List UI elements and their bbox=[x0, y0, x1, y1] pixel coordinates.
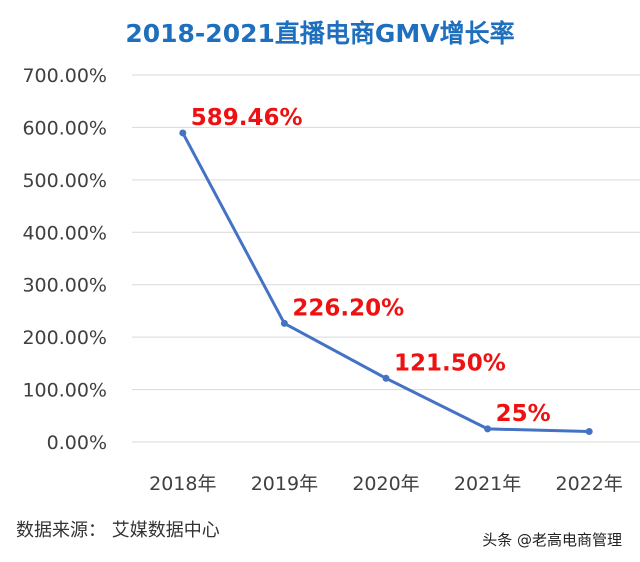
y-tick-label: 700.00% bbox=[22, 65, 107, 87]
data-point bbox=[179, 129, 187, 137]
data-label: 25% bbox=[496, 401, 551, 427]
y-axis: 0.00% 100.00% 200.00% 300.00% 400.00% 500.00%… bbox=[22, 65, 107, 454]
y-tick-label: 300.00% bbox=[22, 275, 107, 297]
y-tick-label: 600.00% bbox=[22, 117, 107, 139]
y-tick-label: 100.00% bbox=[22, 380, 107, 402]
grid-lines bbox=[132, 74, 640, 443]
x-tick-label: 2019年 bbox=[251, 473, 318, 495]
y-tick-label: 200.00% bbox=[22, 327, 107, 349]
x-tick-label: 2018年 bbox=[149, 473, 216, 495]
source-note: 数据来源： 艾媒数据中心 bbox=[16, 520, 220, 541]
y-tick-label: 400.00% bbox=[22, 222, 107, 244]
data-point bbox=[585, 428, 593, 436]
data-point bbox=[280, 319, 288, 327]
x-tick-label: 2021年 bbox=[454, 473, 521, 495]
x-axis: 2018年 2019年 2020年 2021年 2022年 bbox=[149, 473, 623, 495]
data-label: 226.20% bbox=[292, 295, 404, 321]
data-point bbox=[484, 425, 492, 433]
series-line bbox=[181, 131, 591, 434]
chart-title: 2018-2021直播电商GMV增长率 bbox=[125, 19, 514, 48]
y-tick-label: 500.00% bbox=[22, 170, 107, 192]
data-point bbox=[382, 374, 390, 382]
y-tick-label: 0.00% bbox=[47, 432, 107, 454]
data-labels: 589.46% 226.20% 121.50% 25% bbox=[191, 105, 551, 427]
watermark: 头条 @老高电商管理 bbox=[482, 531, 622, 549]
x-tick-label: 2020年 bbox=[352, 473, 419, 495]
data-label: 589.46% bbox=[191, 105, 303, 131]
data-label: 121.50% bbox=[394, 350, 506, 376]
plot-area bbox=[179, 129, 593, 436]
x-tick-label: 2022年 bbox=[556, 473, 623, 495]
